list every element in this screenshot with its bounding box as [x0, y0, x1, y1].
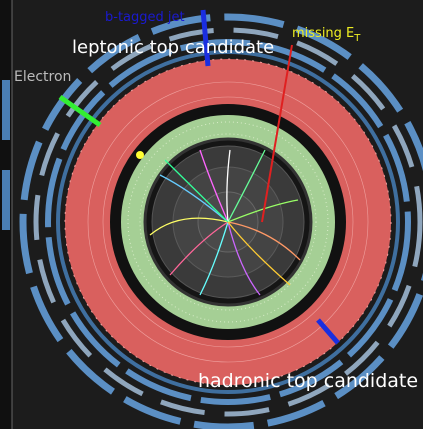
- detector-view: b-tagged jet leptonic top candidate miss…: [0, 0, 423, 429]
- electron-label: Electron: [14, 69, 71, 85]
- hadronic-top-label: hadronic top candidate: [198, 370, 418, 392]
- event-display: b-tagged jet leptonic top candidate miss…: [0, 0, 423, 429]
- side-block: [2, 170, 10, 230]
- energy-deposit: [136, 151, 144, 159]
- b-tagged-jet-label: b-tagged jet: [105, 10, 185, 25]
- missing-et-text: missing E: [292, 26, 354, 41]
- leptonic-top-label: leptonic top candidate: [72, 37, 274, 58]
- missing-et-subscript: T: [353, 33, 361, 44]
- side-block: [2, 80, 10, 140]
